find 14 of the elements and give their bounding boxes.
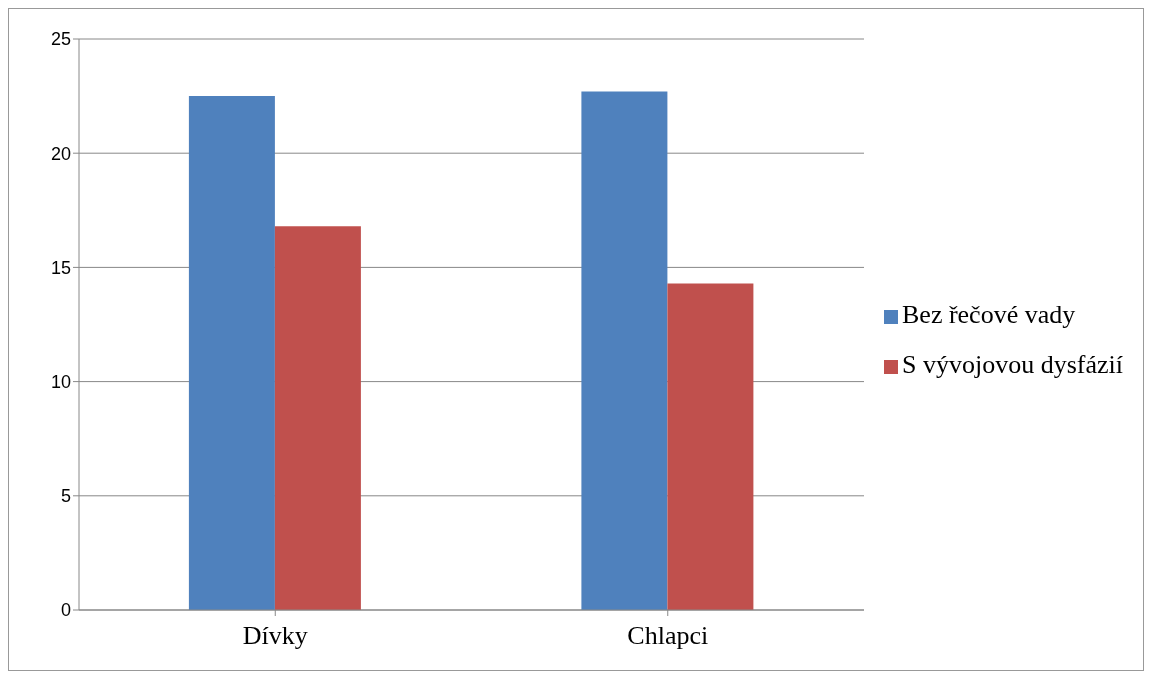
bar	[581, 91, 668, 610]
y-tick-label: 5	[60, 486, 71, 507]
bar	[188, 96, 275, 610]
legend-label: S vývojovou dysfázií	[902, 349, 1123, 379]
y-tick-label: 10	[50, 371, 71, 392]
x-tick-label: Chlapci	[627, 621, 709, 651]
bar	[274, 226, 361, 610]
x-tick-label: Dívky	[242, 621, 308, 651]
bar	[667, 283, 754, 610]
y-tick-label: 20	[50, 143, 71, 164]
legend-label: Bez řečové vady	[902, 299, 1076, 329]
y-tick-label: 15	[50, 257, 71, 278]
y-tick-label: 0	[60, 600, 71, 621]
y-tick-label: 25	[50, 29, 71, 50]
